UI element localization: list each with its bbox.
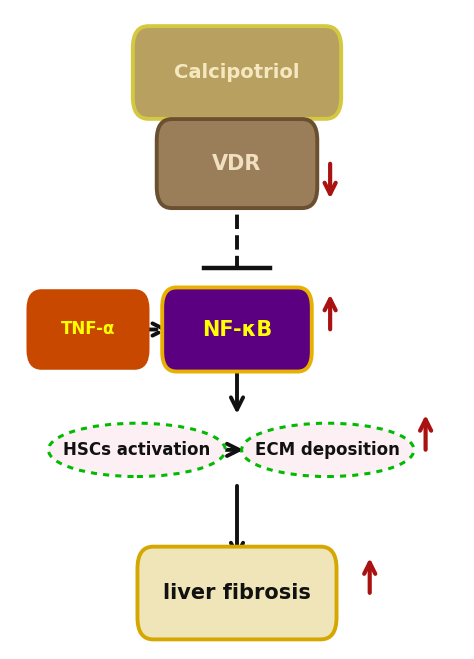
FancyBboxPatch shape: [162, 287, 312, 372]
Text: ECM deposition: ECM deposition: [255, 441, 400, 459]
Text: Calcipotriol: Calcipotriol: [174, 63, 300, 82]
Text: liver fibrosis: liver fibrosis: [163, 583, 311, 603]
FancyBboxPatch shape: [157, 119, 317, 208]
Ellipse shape: [48, 423, 225, 476]
FancyBboxPatch shape: [28, 291, 147, 368]
Text: VDR: VDR: [212, 154, 262, 173]
FancyBboxPatch shape: [133, 26, 341, 119]
Text: NF-κB: NF-κB: [202, 320, 272, 339]
Ellipse shape: [242, 423, 414, 476]
Text: HSCs activation: HSCs activation: [63, 441, 210, 459]
Text: TNF-α: TNF-α: [61, 320, 115, 339]
FancyBboxPatch shape: [137, 547, 337, 639]
